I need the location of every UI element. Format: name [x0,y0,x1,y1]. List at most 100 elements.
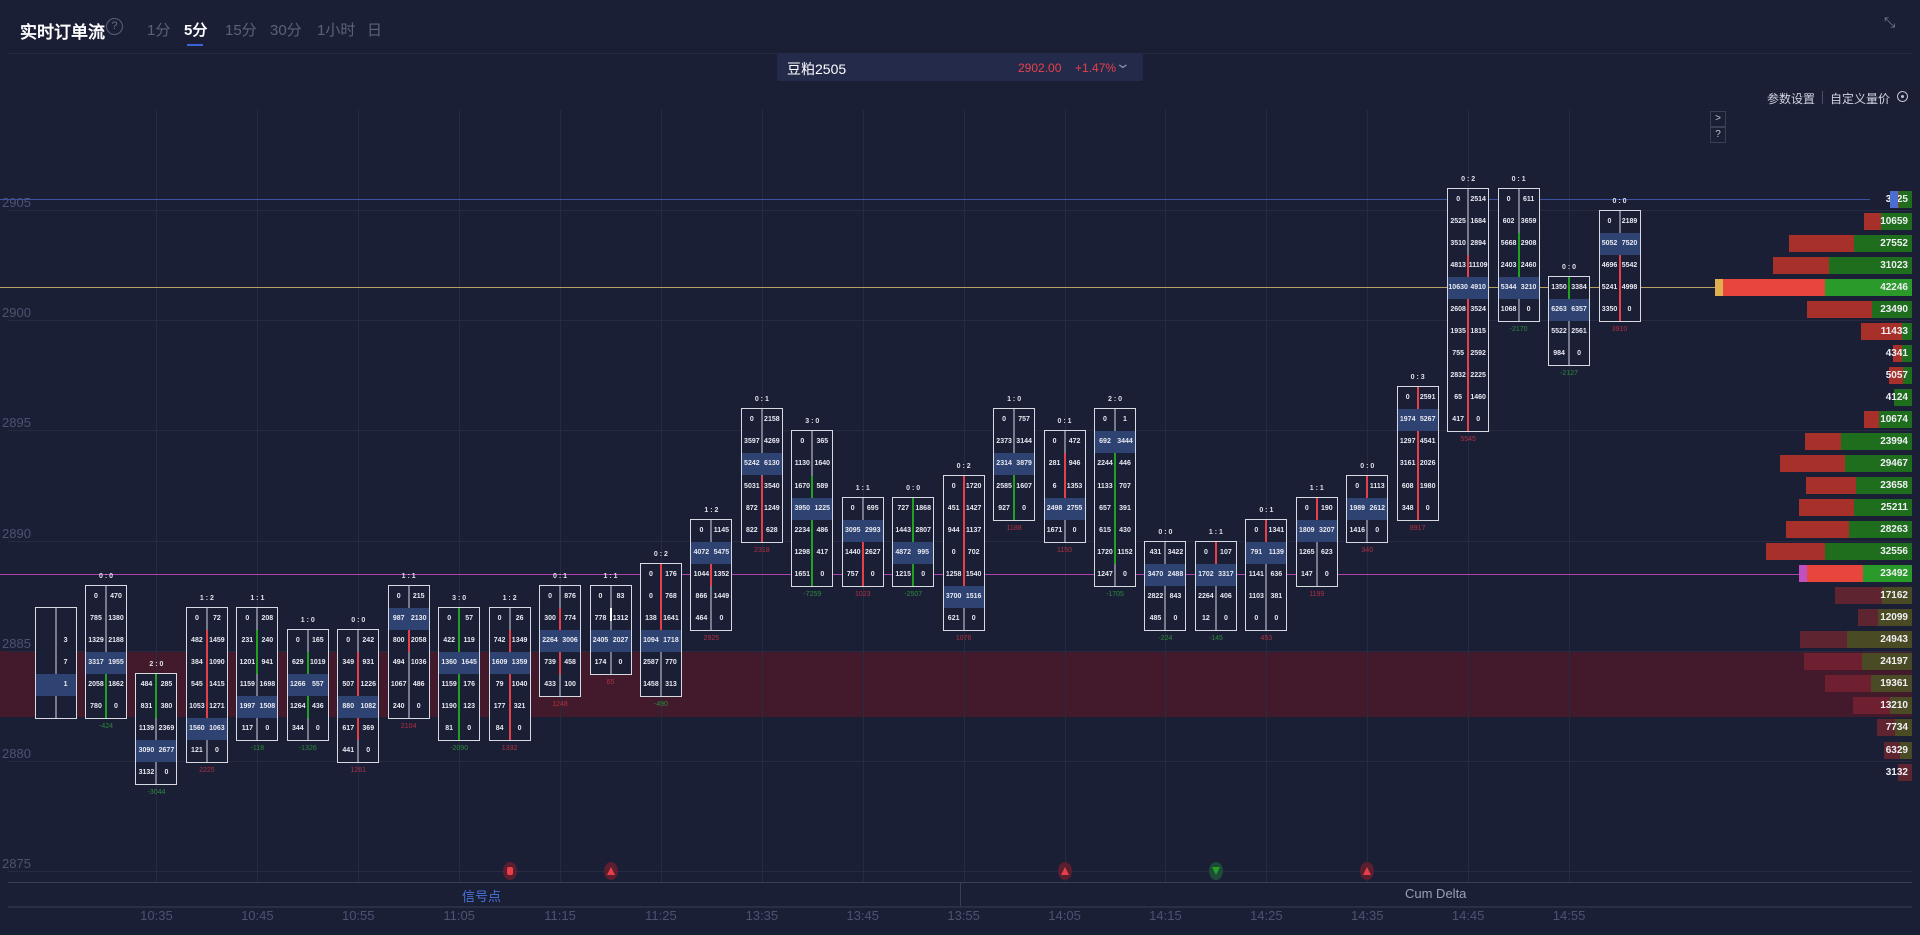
footprint-candle[interactable]: 0 757 2373 3144 2314 3879 2585 1607 927 0 [993,408,1036,521]
tab-day[interactable]: 日 [367,22,383,39]
footprint-candle[interactable]: 3 7 1 [34,606,77,719]
buy-volume-bar [1899,190,1912,208]
footprint-candle[interactable]: 0 611 602 3659 5668 2908 2403 2460 5344 3210 1068 0 [1497,188,1540,323]
bid-volume-cell: 2832 [1450,372,1466,380]
bid-volume-cell: 2405 [590,629,611,652]
chevron-down-icon[interactable]: ⌄ [1114,55,1132,71]
bid-volume-cell: 1265 [1299,548,1315,556]
signal-up-icon[interactable] [1360,862,1375,880]
footprint-candle[interactable]: 0 2514 2525 1684 3510 2894 4813 11109 10630 4910 2… [1447,188,1490,433]
ask-volume-cell: 6357 [1569,299,1590,322]
footprint-candle[interactable]: 0 876 300 774 2264 3006 739 458 433 100 [539,584,582,697]
ask-volume-cell: 0 [1022,504,1027,512]
ask-volume-cell: 215 [412,592,425,600]
buy-volume-bar [1882,587,1912,605]
signal-special-icon[interactable] [502,862,517,880]
footprint-candle[interactable]: 0 365 1130 1640 1670 589 3950 1225 2234 486 1298 41… [791,430,834,587]
footprint-candle[interactable]: 0 176 0 768 138 1641 1094 1718 2587 770 1458 313 [639,562,682,697]
tab-1min[interactable]: 1分 [147,22,171,39]
bid-volume-cell: 0 [699,526,704,534]
footprint-candle[interactable]: 0 242 349 931 507 1226 880 1082 617 369 441 0 [337,628,380,764]
custom-volume-price-link[interactable]: 自定义量价 [1830,92,1891,106]
ask-volume-cell: 417 [816,548,829,556]
help-icon[interactable]: ? [106,18,123,35]
footprint-candle[interactable]: 0 1113 1989 2612 1416 0 [1346,474,1389,543]
bid-volume-cell: 2498 [1044,497,1065,520]
footprint-candle[interactable]: 0 215 987 2130 800 2058 494 1036 1067 486 240 0 [387,584,430,719]
footprint-candle[interactable]: 0 1341 791 1139 1141 636 1103 381 0 0 [1245,518,1288,631]
chart-help-button[interactable]: ? [1710,127,1726,143]
ask-volume-cell: 0 [870,570,875,578]
volume-total: 23490 [1880,303,1908,315]
footprint-candle[interactable]: 0 190 1809 3207 1265 623 147 0 [1295,496,1338,587]
candle-body [105,651,107,718]
volume-total: 5057 [1885,369,1908,381]
tab-30min[interactable]: 30分 [270,22,302,39]
time-label: 10:45 [241,908,274,923]
footprint-candle[interactable]: 0 26 742 1349 1609 1359 79 1040 177 321 84 0 [488,606,531,741]
footprint-candle[interactable]: 0 165 629 1019 1266 557 1264 436 344 0 [286,628,329,741]
footprint-candle[interactable]: 0 1145 4072 5475 1044 1352 866 1449 464 0 [690,518,733,631]
candle-delta: 1261 [350,767,367,775]
tab-15min[interactable]: 15分 [225,22,257,39]
volume-total: 24197 [1880,656,1908,668]
signal-down-icon[interactable] [1208,862,1223,880]
footprint-candle[interactable]: 1350 3384 6263 6357 5522 2561 984 0 [1548,276,1591,367]
collapse-icon[interactable]: ⤡ [1884,14,1896,30]
volume-profile-row [1799,499,1912,517]
footprint-candle[interactable]: 0 57 422 119 1360 1645 1159 176 1190 123 81 0 [438,606,481,741]
bid-volume-cell: 692 [1095,431,1115,454]
tab-1hour[interactable]: 1小时 [317,22,356,39]
footprint-candle[interactable]: 0 83 778 1312 2405 2027 174 0 [589,584,632,675]
volume-total: 11433 [1880,325,1908,337]
bid-volume-cell: 441 [342,746,355,754]
tab-5min[interactable]: 5分 [184,22,208,39]
ask-volume-cell: 1352 [713,570,730,578]
footprint-candle[interactable]: 0 2189 5052 7520 4696 5542 5241 4998 3350 0 [1598,210,1641,323]
footprint-candle[interactable]: 727 1868 1443 2807 4872 995 1215 0 [892,496,935,587]
footprint-candle[interactable]: 0 1 692 3444 2244 446 1133 707 657 391 615 430 1720 1… [1094,408,1136,587]
volume-profile-row [1857,609,1912,627]
footprint-candle[interactable]: 0 2158 3597 4269 5242 6130 5031 3540 872 1249 822 6… [740,408,783,543]
bid-volume-cell: 5668 [1500,240,1517,248]
symbol-selector[interactable]: 豆粕2505 2902.00 +1.47% ⌄ [777,53,1143,81]
volume-profile-row [1877,719,1912,737]
footprint-candle[interactable]: 0 208 231 240 1201 941 1159 1698 1997 1508 117 0 [236,606,279,741]
ask-volume-cell: 0 [820,570,825,578]
params-settings-link[interactable]: 参数设置 [1767,92,1816,106]
footprint-candle[interactable]: 0 1720 451 1427 944 1137 0 702 1258 1540 3700 1516 6… [942,474,985,631]
ask-volume-cell: 843 [1169,592,1182,600]
bid-volume-cell: 431 [1149,548,1162,556]
bid-volume-cell: 6 [1052,482,1057,490]
price-gridline [8,210,1912,211]
signal-up-icon[interactable] [1057,862,1072,880]
ask-volume-cell: 0 [1425,504,1430,512]
ask-volume-cell: 0 [366,746,371,754]
candle-delta: 340 [1361,546,1374,554]
footprint-candle[interactable]: 0 472 281 946 6 1353 2498 2755 1671 0 [1043,430,1086,543]
footprint-candle[interactable]: 0 72 482 1459 384 1090 545 1415 1053 1271 1560 1063… [185,606,228,764]
footprint-candle[interactable]: 0 470 785 1380 1329 2188 3317 1955 2058 1862 780 0 [85,584,127,719]
settings-circle-icon[interactable] [1897,91,1908,102]
panel-split [960,882,961,906]
link-divider [1822,91,1823,104]
candle-imbalance-count: 2 : 0 [149,660,164,668]
footprint-candle[interactable]: 484 285 831 380 1139 2369 3090 2677 3132 0 [135,672,178,786]
ask-volume-cell: 0 [416,702,421,710]
expand-arrow-button[interactable]: > [1710,111,1726,127]
bid-volume-cell: 231 [241,636,254,644]
ask-volume-cell: 0 [719,614,724,622]
time-gridline [156,110,158,882]
footprint-candle[interactable]: 431 3422 3470 2488 2822 843 485 0 [1144,540,1187,631]
footprint-candle[interactable]: 0 2591 1974 5267 1297 4541 3161 2026 608 1980 348 0 [1396,386,1439,521]
bid-volume-cell: 3700 [943,585,964,608]
signal-up-icon[interactable] [603,862,618,880]
footprint-candle[interactable]: 0 107 1702 3317 2264 406 12 0 [1194,540,1237,631]
bid-volume-cell: 1720 [1097,548,1113,556]
tab-signals[interactable]: 信号点 [462,889,502,904]
footprint-candle[interactable]: 0 695 3095 2993 1440 2627 757 0 [841,496,884,587]
ask-volume-cell: 2894 [1470,240,1486,248]
volume-profile-row [1889,366,1912,384]
ask-volume-cell: 486 [412,680,425,688]
tab-cum-delta[interactable]: Cum Delta [1405,886,1467,901]
